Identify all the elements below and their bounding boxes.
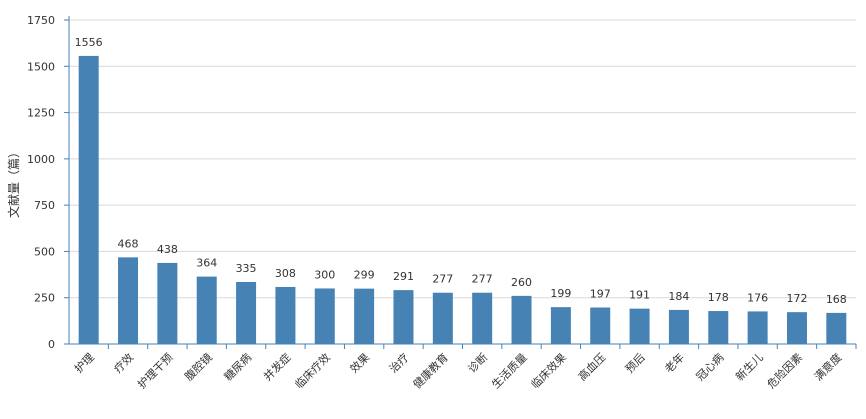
x-category-label: 并发症 — [260, 350, 293, 383]
data-label: 1556 — [75, 36, 103, 49]
bar — [314, 288, 335, 344]
x-category-label: 治疗 — [386, 350, 411, 375]
y-tick-label: 500 — [34, 245, 55, 258]
bar — [629, 308, 650, 344]
y-tick-label: 0 — [48, 338, 55, 351]
x-category-label: 临床效果 — [528, 350, 569, 391]
data-label: 178 — [708, 291, 729, 304]
y-tick-label: 1250 — [27, 107, 55, 120]
bar — [472, 292, 493, 344]
data-label: 172 — [786, 292, 807, 305]
bar — [118, 257, 139, 344]
x-category-label: 满意度 — [811, 350, 844, 383]
data-label: 277 — [432, 273, 453, 286]
y-axis-ticks: 0 250 500 750 1000 1250 1500 1750 — [27, 14, 69, 351]
data-label: 277 — [472, 273, 493, 286]
x-axis-labels: 护理 疗效 护理干预 腹腔镜 糖尿病 并发症 临床疗效 效果 治疗 健康教育 诊断 生活质量 临床效果高… — [71, 344, 857, 391]
x-category-label: 新生儿 — [733, 350, 766, 383]
data-label: 468 — [118, 237, 139, 250]
data-label: 364 — [196, 257, 217, 270]
x-category-label: 生活质量 — [489, 350, 530, 391]
bar — [590, 307, 611, 344]
data-label: 184 — [668, 290, 689, 303]
y-tick-label: 250 — [34, 292, 55, 305]
bars — [78, 55, 847, 344]
y-tick-label: 1000 — [27, 153, 55, 166]
data-label: 335 — [236, 262, 257, 275]
y-tick-label: 750 — [34, 199, 55, 212]
x-category-label: 护理干预 — [134, 350, 175, 391]
bar — [668, 309, 689, 344]
bar — [196, 276, 217, 344]
x-category-label: 疗效 — [111, 350, 136, 375]
y-tick-label: 1750 — [27, 14, 55, 27]
bar — [78, 55, 99, 344]
bar — [236, 281, 257, 344]
x-category-label: 护理 — [71, 350, 96, 375]
x-category-label: 诊断 — [465, 350, 490, 375]
data-label: 299 — [354, 269, 375, 282]
y-tick-label: 1500 — [27, 60, 55, 73]
bar — [550, 307, 571, 344]
bar — [511, 295, 532, 344]
bar — [354, 288, 375, 344]
x-category-label: 健康教育 — [410, 350, 451, 391]
data-label: 438 — [157, 243, 178, 256]
bar — [826, 312, 847, 344]
bar — [708, 311, 729, 344]
bar — [393, 290, 414, 344]
x-category-label: 冠心病 — [693, 350, 726, 383]
x-category-label: 危险因素 — [764, 350, 805, 391]
bar — [157, 262, 178, 344]
data-label: 260 — [511, 276, 532, 289]
y-axis-title: 文献量（篇） — [6, 146, 21, 218]
data-label: 199 — [550, 287, 571, 300]
data-label: 168 — [826, 293, 847, 306]
bar — [432, 292, 453, 344]
x-category-label: 老年 — [662, 350, 687, 375]
x-category-label: 临床疗效 — [292, 350, 333, 391]
data-label: 300 — [314, 268, 335, 281]
x-category-label: 效果 — [347, 350, 372, 375]
bar — [786, 312, 807, 344]
bar — [747, 311, 768, 344]
grid-lines — [69, 19, 856, 299]
data-label: 176 — [747, 291, 768, 304]
x-category-label: 高血压 — [575, 350, 608, 383]
data-label: 308 — [275, 267, 296, 280]
x-category-label: 糖尿病 — [221, 350, 254, 383]
x-category-label: 预后 — [623, 351, 648, 376]
bar — [275, 286, 296, 344]
data-labels: 1556 468 438 364 335 308 300 299 291 277 277 260 199… — [75, 36, 847, 306]
data-label: 197 — [590, 288, 611, 301]
data-label: 191 — [629, 289, 650, 302]
x-category-label: 腹腔镜 — [182, 350, 215, 383]
data-label: 291 — [393, 270, 414, 283]
